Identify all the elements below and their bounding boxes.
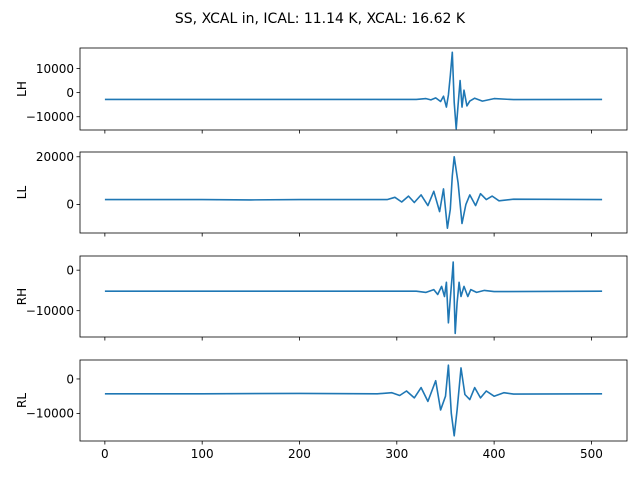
x-tick-label: 0 (101, 447, 109, 461)
axes-frame-rh (79, 255, 628, 338)
y-tick-label: 10000 (36, 62, 74, 76)
subplot-rl: −10000 0 0 100 200 300 400 500 RL (15, 359, 628, 461)
axes-frame-rl (79, 359, 628, 442)
x-tick-label: 200 (288, 447, 311, 461)
subplot-lh: −10000 0 10000 LH (15, 47, 628, 134)
x-tick-label: 300 (385, 447, 408, 461)
y-tick-label: −10000 (26, 407, 74, 421)
y-tick-label: 0 (66, 263, 74, 277)
subplot-rh: −10000 0 RH (15, 255, 628, 341)
figure-title: SS, XCAL in, ICAL: 11.14 K, XCAL: 16.62 … (175, 11, 466, 27)
y-tick-label: 0 (66, 86, 74, 100)
y-axis-label-ll: LL (15, 186, 29, 200)
series-line-rl (104, 364, 603, 437)
x-tick-label: 100 (191, 447, 214, 461)
y-axis-label-rh: RH (15, 288, 29, 305)
y-axis-label-lh: LH (15, 81, 29, 97)
y-tick-label: −10000 (26, 110, 74, 124)
axes-frame-lh (79, 47, 628, 131)
y-tick-label: 20000 (36, 150, 74, 164)
subplot-ll: 0 20000 LL (15, 150, 628, 237)
axes-frame-ll (79, 151, 628, 234)
series-line-lh (104, 51, 603, 130)
series-line-rh (104, 261, 603, 335)
y-tick-label: 0 (66, 372, 74, 386)
y-tick-label: 0 (66, 198, 74, 212)
y-tick-label: −10000 (26, 304, 74, 318)
x-tick-label: 400 (483, 447, 506, 461)
y-axis-label-rl: RL (15, 393, 29, 408)
x-tick-label: 500 (580, 447, 603, 461)
series-line-ll (104, 156, 603, 229)
